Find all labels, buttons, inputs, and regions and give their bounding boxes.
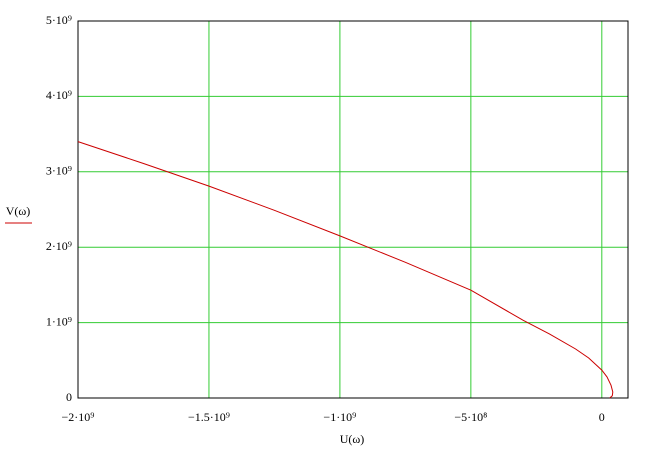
x-tick-label: −1·10⁹: [323, 410, 356, 424]
curve: [77, 141, 614, 399]
x-tick-label: −1.5·10⁹: [188, 410, 230, 424]
y-tick-label: 5·10⁹: [46, 13, 72, 27]
y-tick-label: 3·10⁹: [46, 164, 72, 178]
x-tick-label: −5·10⁸: [454, 410, 487, 424]
y-tick-label: 1·10⁹: [46, 314, 72, 328]
y-tick-label: 0: [66, 390, 72, 404]
y-tick-label: 4·10⁹: [46, 88, 72, 102]
x-tick-label: 0: [599, 410, 605, 424]
y-axis-label: V(ω): [6, 204, 31, 218]
x-axis-label: U(ω): [340, 432, 365, 446]
y-tick-label: 2·10⁹: [46, 239, 72, 253]
plot-frame: [77, 20, 629, 399]
x-tick-label: −2·10⁹: [62, 410, 95, 424]
